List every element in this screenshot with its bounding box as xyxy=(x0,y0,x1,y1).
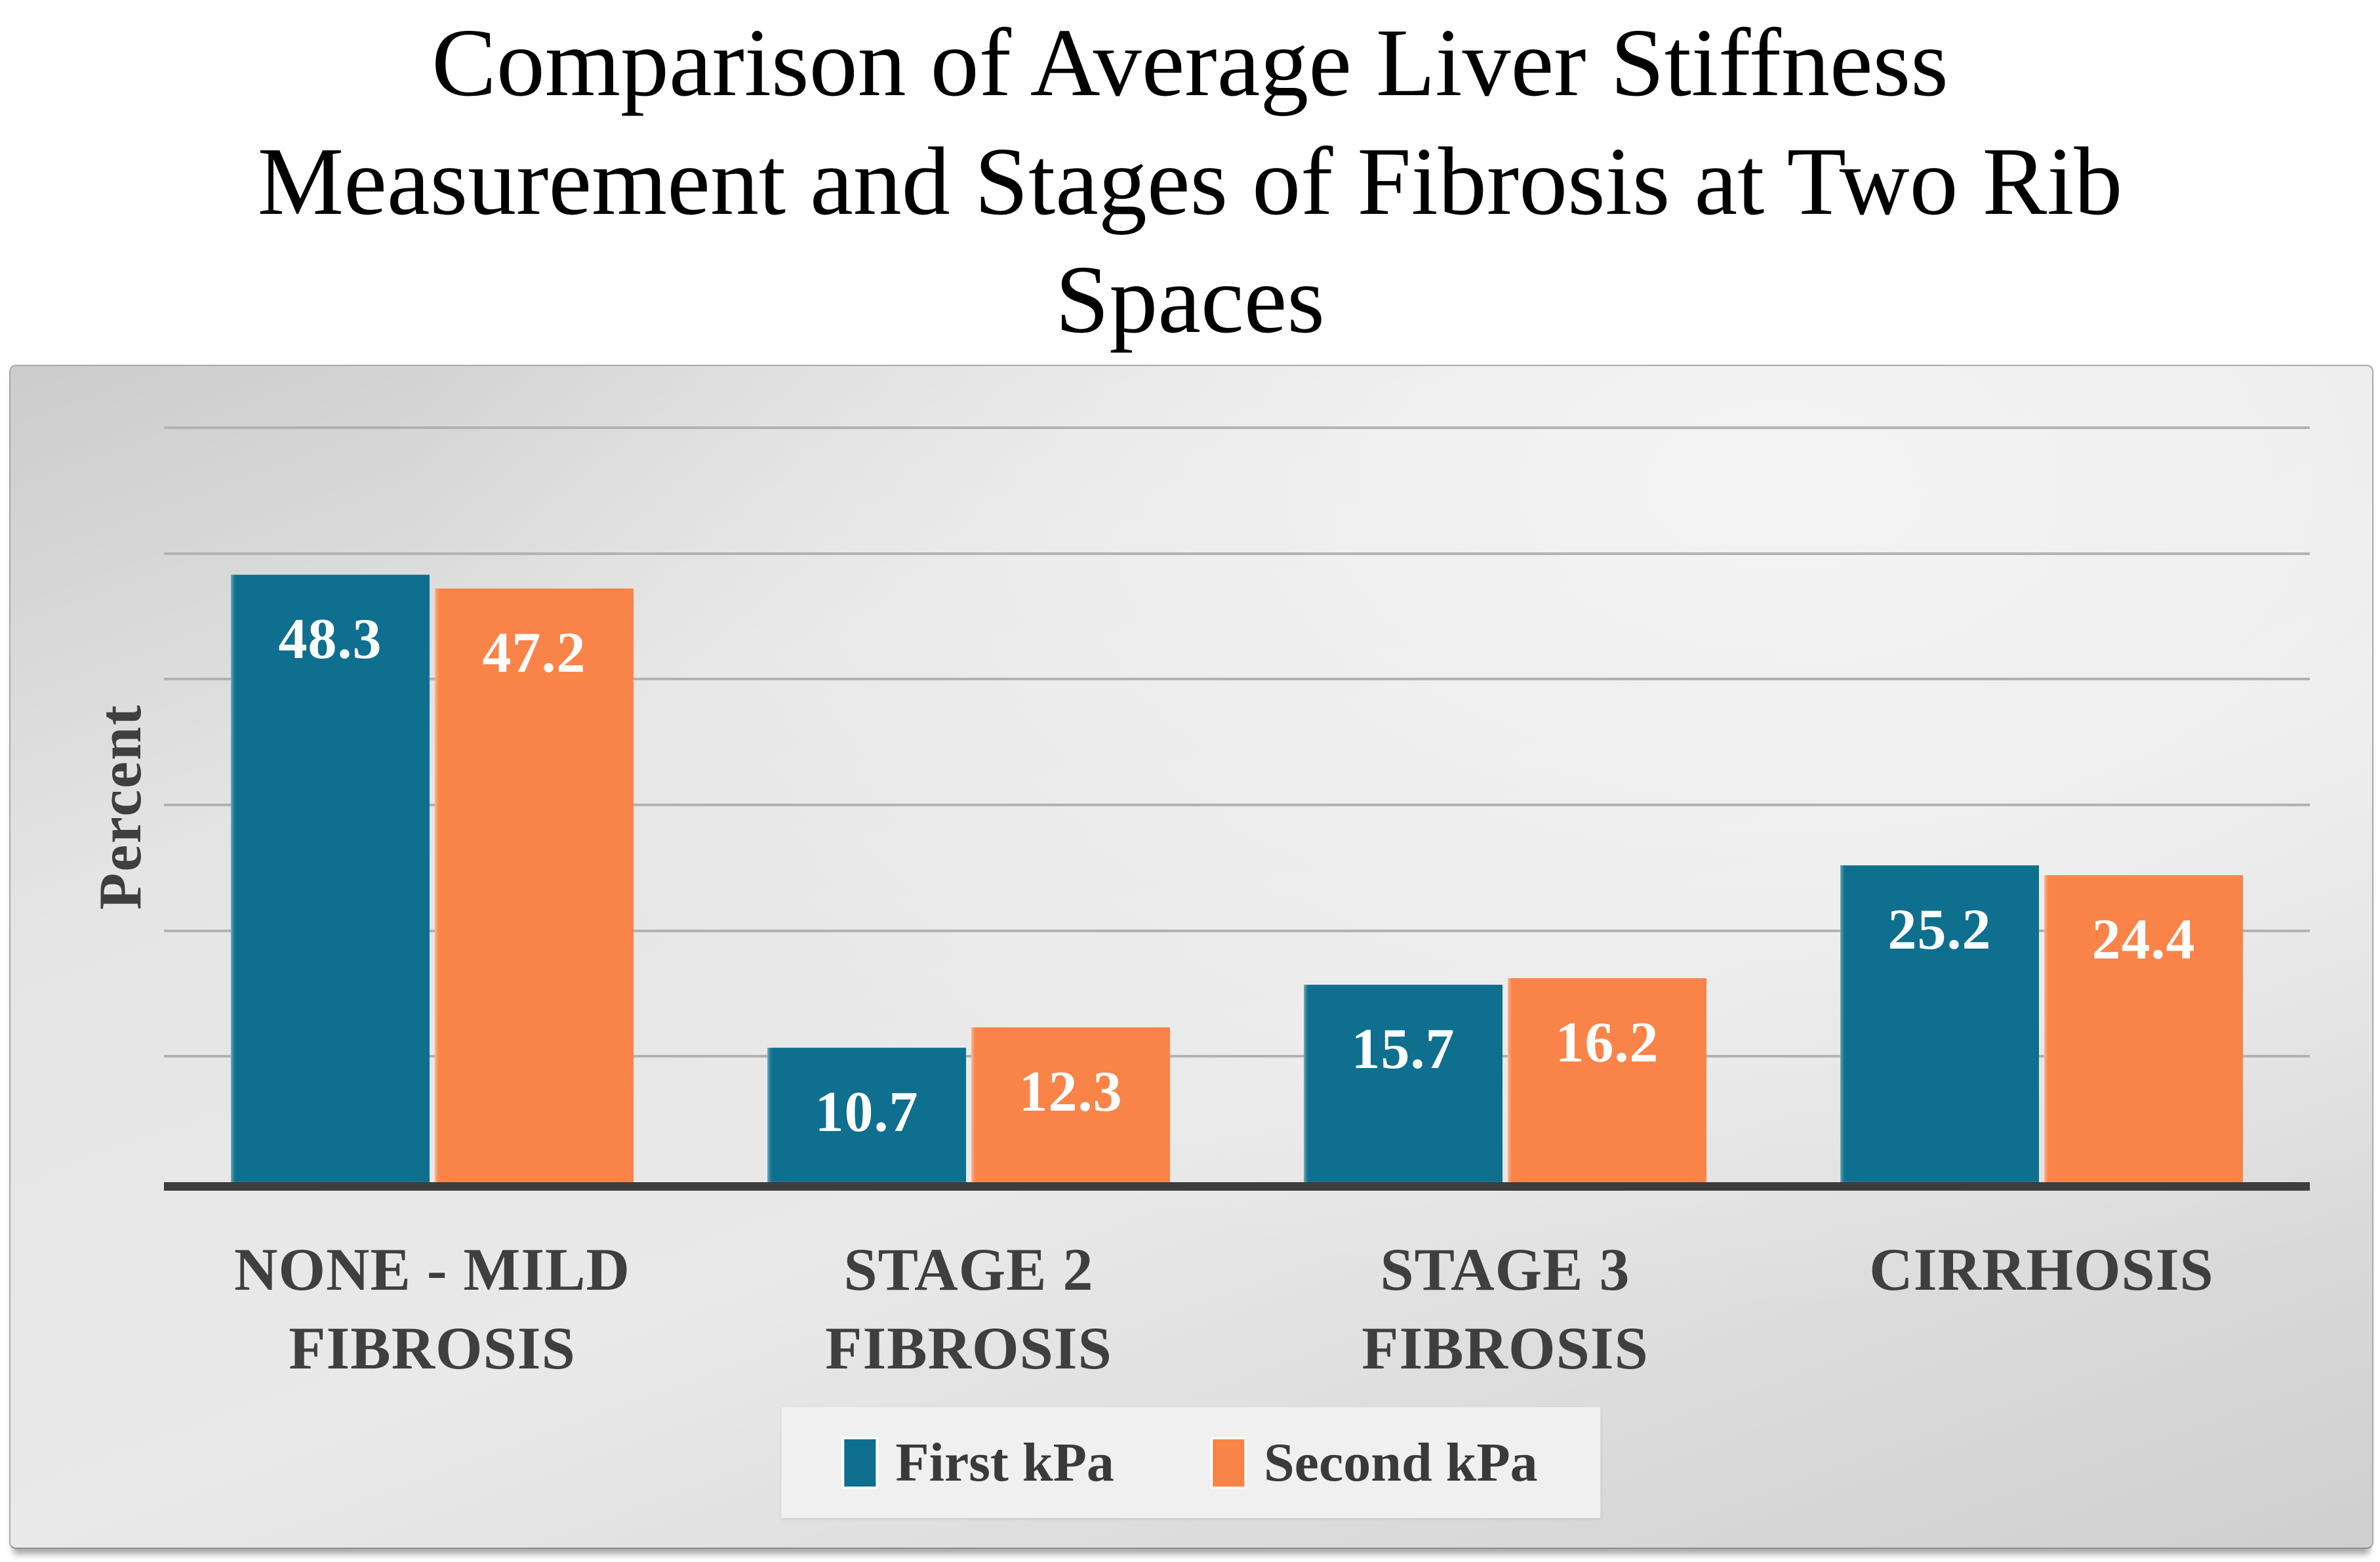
bar-first-kpa: 48.3 xyxy=(231,575,430,1182)
gridline xyxy=(164,678,2310,680)
legend-item-first-kpa: First kPa xyxy=(844,1431,1114,1494)
bar-value-label: 15.7 xyxy=(1351,1017,1455,1081)
bar-first-kpa: 15.7 xyxy=(1304,985,1503,1182)
bar-group: 25.2 24.4 xyxy=(1773,366,2310,1182)
legend-label-first-kpa: First kPa xyxy=(895,1432,1114,1493)
gridline xyxy=(164,930,2310,932)
legend-item-second-kpa: Second kPa xyxy=(1212,1431,1538,1494)
gridline xyxy=(164,804,2310,806)
category-label: NONE - MILD FIBROSIS xyxy=(234,1236,630,1382)
chart-title-line-3: Spaces xyxy=(1055,246,1325,354)
category-axis: NONE - MILD FIBROSIS STAGE 2 FIBROSIS STAG… xyxy=(164,1231,2310,1387)
legend: First kPa Second kPa xyxy=(781,1407,1601,1518)
second-kpa-swatch-icon xyxy=(1212,1439,1244,1487)
category-label: CIRRHOSIS xyxy=(1869,1236,2214,1303)
bar-value-label: 25.2 xyxy=(1887,898,1992,962)
bar-first-kpa: 10.7 xyxy=(767,1048,966,1182)
first-kpa-swatch-icon xyxy=(844,1439,876,1487)
bar-value-label: 12.3 xyxy=(1019,1060,1123,1124)
bar-second-kpa: 16.2 xyxy=(1508,978,1706,1182)
y-axis-label: Percent xyxy=(87,704,153,910)
bar-value-label: 24.4 xyxy=(2091,908,2196,972)
bar-first-kpa: 25.2 xyxy=(1840,865,2039,1182)
bar-value-label: 10.7 xyxy=(815,1080,919,1144)
plot-area: 48.3 47.2 10.7 12.3 15.7 16.2 25.2 24.4 xyxy=(164,366,2310,1191)
gridline xyxy=(164,426,2310,429)
bar-group: 15.7 16.2 xyxy=(1237,366,1773,1182)
bar-second-kpa: 47.2 xyxy=(435,588,634,1182)
bar-value-label: 47.2 xyxy=(482,621,586,685)
bar-value-label: 48.3 xyxy=(278,607,382,671)
gridline xyxy=(164,552,2310,555)
chart-panel: Percent 48.3 47.2 10.7 12.3 15.7 16.2 25.2 24.4… xyxy=(9,365,2373,1549)
bar-second-kpa: 12.3 xyxy=(971,1027,1170,1182)
bar-second-kpa: 24.4 xyxy=(2044,875,2243,1182)
category-label: STAGE 3 FIBROSIS xyxy=(1361,1236,1649,1382)
legend-label-second-kpa: Second kPa xyxy=(1263,1432,1538,1493)
bar-group: 10.7 12.3 xyxy=(700,366,1237,1182)
chart-title-line-1: Comparison of Average Liver Stiffness xyxy=(432,9,1948,117)
chart-title: Comparison of Average Liver Stiffness Me… xyxy=(0,4,2380,360)
bar-value-label: 16.2 xyxy=(1555,1011,1659,1075)
x-axis-line xyxy=(164,1182,2310,1191)
gridline xyxy=(164,1055,2310,1058)
bar-group: 48.3 47.2 xyxy=(164,366,700,1182)
category-label: STAGE 2 FIBROSIS xyxy=(825,1236,1112,1382)
chart-title-line-2: Measurement and Stages of Fibrosis at Tw… xyxy=(257,127,2123,236)
